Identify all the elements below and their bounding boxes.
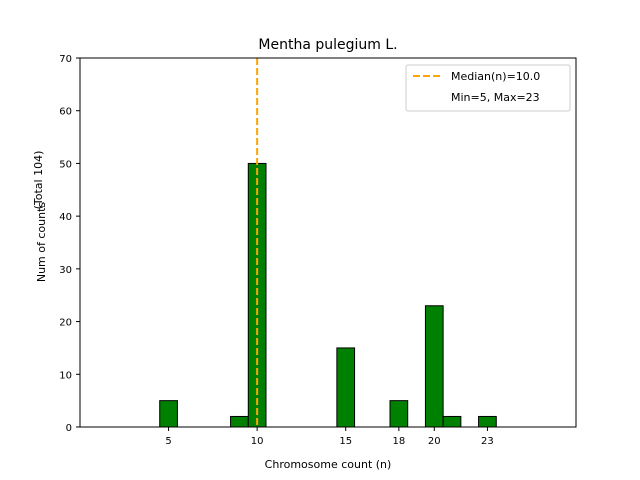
legend-range-label: Min=5, Max=23 (451, 91, 540, 104)
bar-n-21 (442, 415, 462, 428)
bar-n-20 (424, 305, 444, 428)
bar-n-23 (478, 415, 497, 428)
y-tick-label: 0 (66, 423, 72, 434)
y-axis-label: Num of counts (35, 202, 48, 283)
legend-box (405, 64, 571, 112)
x-tick-label: 10 (251, 436, 264, 447)
x-axis: 5 10 15 18 20 23 (165, 427, 494, 447)
plot-frame (79, 57, 577, 428)
y-tick-label: 50 (59, 159, 72, 170)
bar-n-5 (159, 400, 178, 428)
y-tick-label: 40 (59, 212, 72, 223)
legend: Median(n)=10.0 Min=5, Max=23 (405, 64, 571, 112)
bar-n-9 (230, 415, 249, 428)
y-axis: 0 10 20 30 40 50 60 70 (59, 54, 80, 434)
x-tick-label: 23 (481, 436, 494, 447)
chart-title: Mentha pulegium L. (258, 37, 397, 53)
y-tick-label: 60 (59, 107, 72, 118)
x-tick-label: 5 (165, 436, 171, 447)
y-tick-label: 30 (59, 265, 72, 276)
y-tick-label: 10 (59, 370, 72, 381)
y-axis-label-total: (Total 104) (32, 151, 45, 210)
x-tick-label: 15 (339, 436, 352, 447)
x-tick-label: 20 (428, 436, 441, 447)
bar-n-18 (389, 400, 409, 428)
y-tick-label: 70 (59, 54, 72, 65)
y-tick-label: 20 (59, 318, 72, 329)
x-axis-label: Chromosome count (n) (265, 458, 392, 471)
bar-n-15 (336, 347, 356, 428)
legend-median-label: Median(n)=10.0 (451, 70, 540, 83)
x-tick-label: 18 (392, 436, 405, 447)
